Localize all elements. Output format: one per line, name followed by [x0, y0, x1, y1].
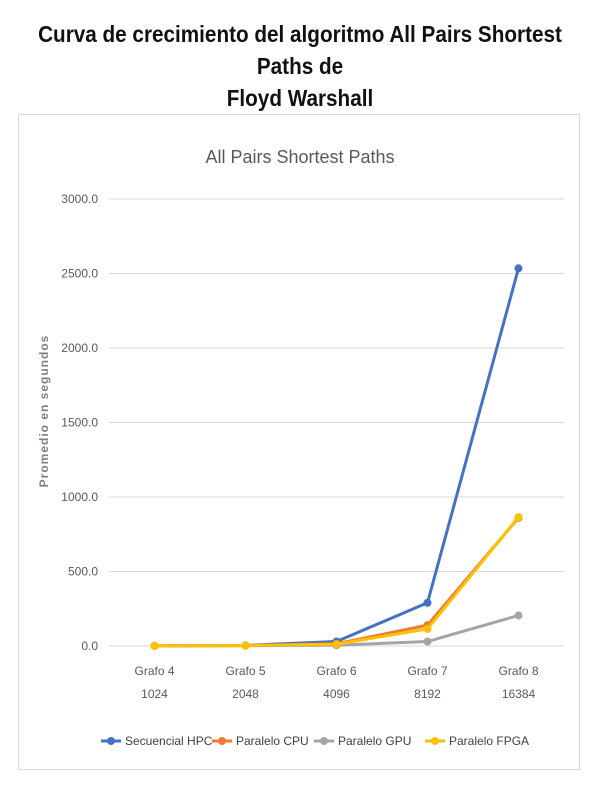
- page-title-line-2: Floyd Warshall: [226, 85, 374, 111]
- chart-title: All Pairs Shortest Paths: [205, 147, 394, 167]
- x-tick-sublabel: 2048: [232, 687, 259, 701]
- y-tick-label: 1500.0: [61, 416, 98, 430]
- y-tick-label: 2500.0: [61, 267, 98, 281]
- x-tick-label: Grafo 4: [134, 664, 174, 678]
- gridlines: [109, 198, 564, 647]
- legend-item-paralelo-cpu: Paralelo CPU: [212, 734, 309, 748]
- y-tick-label: 0.0: [81, 639, 98, 653]
- legend-item-secuencial-hpc: Secuencial HPC: [101, 734, 213, 748]
- data-point-secuencial-hpc: [423, 598, 432, 607]
- legend-label: Secuencial HPC: [125, 734, 213, 748]
- x-tick-label: Grafo 8: [498, 664, 538, 678]
- data-point-paralelo-fpga: [423, 624, 432, 633]
- x-tick-label: Grafo 5: [225, 664, 265, 678]
- legend-label: Paralelo FPGA: [449, 734, 529, 748]
- legend: Secuencial HPC Paralelo CPU Paralelo GPU Pa…: [101, 734, 529, 748]
- line-chart: All Pairs Shortest Paths Promedio en seg…: [37, 147, 564, 748]
- series-line-secuencial-hpc: [153, 266, 520, 648]
- data-point-paralelo-gpu: [423, 637, 432, 646]
- legend-item-paralelo-gpu: Paralelo GPU: [314, 734, 411, 748]
- y-tick-label: 2000.0: [61, 341, 98, 355]
- legend-swatch-marker: [431, 737, 439, 745]
- x-tick-sublabel: 8192: [414, 687, 441, 701]
- legend-label: Paralelo CPU: [236, 734, 309, 748]
- data-point-paralelo-fpga: [150, 641, 159, 650]
- y-tick-label: 3000.0: [61, 192, 98, 206]
- legend-swatch-marker: [218, 737, 226, 745]
- x-tick-sublabel: 1024: [141, 687, 168, 701]
- y-axis-ticks: 0.0 500.0 1000.0 1500.0 2000.0 2500.0 3000.0: [61, 192, 98, 653]
- x-tick-sublabel: 4096: [323, 687, 350, 701]
- data-point-paralelo-fpga: [514, 513, 523, 522]
- x-axis-ticks: Grafo 4 1024 Grafo 5 2048 Grafo 6 4096 Grafo 7…: [134, 664, 538, 701]
- series-group: [150, 264, 523, 650]
- page-title-line-1: Curva de crecimiento del algoritmo All P…: [38, 21, 562, 79]
- x-tick-label: Grafo 6: [316, 664, 356, 678]
- legend-swatch-marker: [107, 737, 115, 745]
- legend-label: Paralelo GPU: [338, 734, 411, 748]
- y-tick-label: 1000.0: [61, 490, 98, 504]
- data-point-paralelo-fpga: [332, 640, 341, 649]
- legend-swatch-marker: [320, 737, 328, 745]
- y-axis-label: Promedio en segundos: [37, 335, 51, 488]
- data-point-secuencial-hpc: [514, 264, 523, 273]
- y-tick-label: 500.0: [68, 565, 98, 579]
- data-point-paralelo-gpu: [514, 611, 523, 620]
- chart-frame: All Pairs Shortest Paths Promedio en seg…: [18, 114, 580, 770]
- legend-item-paralelo-fpga: Paralelo FPGA: [425, 734, 529, 748]
- x-tick-sublabel: 16384: [502, 687, 536, 701]
- x-tick-label: Grafo 7: [407, 664, 447, 678]
- page-title: Curva de crecimiento del algoritmo All P…: [30, 18, 570, 114]
- data-point-paralelo-fpga: [241, 641, 250, 650]
